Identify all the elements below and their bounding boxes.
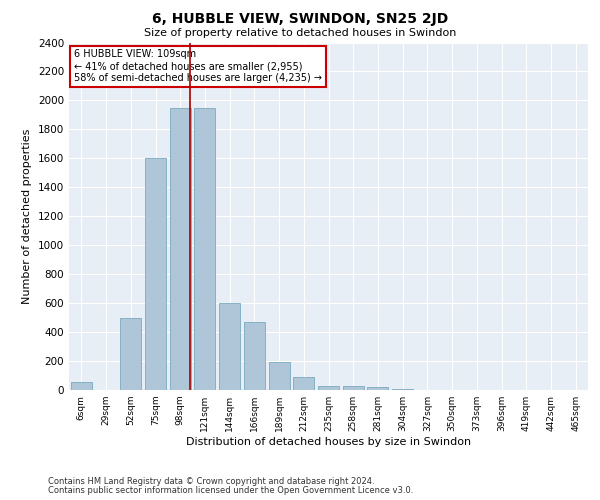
Text: 6 HUBBLE VIEW: 109sqm
← 41% of detached houses are smaller (2,955)
58% of semi-d: 6 HUBBLE VIEW: 109sqm ← 41% of detached … bbox=[74, 50, 322, 82]
Text: Contains public sector information licensed under the Open Government Licence v3: Contains public sector information licen… bbox=[48, 486, 413, 495]
Bar bbox=[269, 362, 290, 390]
Bar bbox=[120, 318, 141, 390]
Bar bbox=[318, 386, 339, 390]
Bar bbox=[71, 382, 92, 390]
Bar bbox=[367, 387, 388, 390]
Bar bbox=[343, 386, 364, 390]
Text: 6, HUBBLE VIEW, SWINDON, SN25 2JD: 6, HUBBLE VIEW, SWINDON, SN25 2JD bbox=[152, 12, 448, 26]
X-axis label: Distribution of detached houses by size in Swindon: Distribution of detached houses by size … bbox=[186, 437, 471, 447]
Bar bbox=[170, 108, 191, 390]
Text: Contains HM Land Registry data © Crown copyright and database right 2024.: Contains HM Land Registry data © Crown c… bbox=[48, 477, 374, 486]
Text: Size of property relative to detached houses in Swindon: Size of property relative to detached ho… bbox=[144, 28, 456, 38]
Bar bbox=[194, 108, 215, 390]
Bar bbox=[244, 322, 265, 390]
Bar bbox=[219, 303, 240, 390]
Bar bbox=[293, 377, 314, 390]
Bar bbox=[145, 158, 166, 390]
Y-axis label: Number of detached properties: Number of detached properties bbox=[22, 128, 32, 304]
